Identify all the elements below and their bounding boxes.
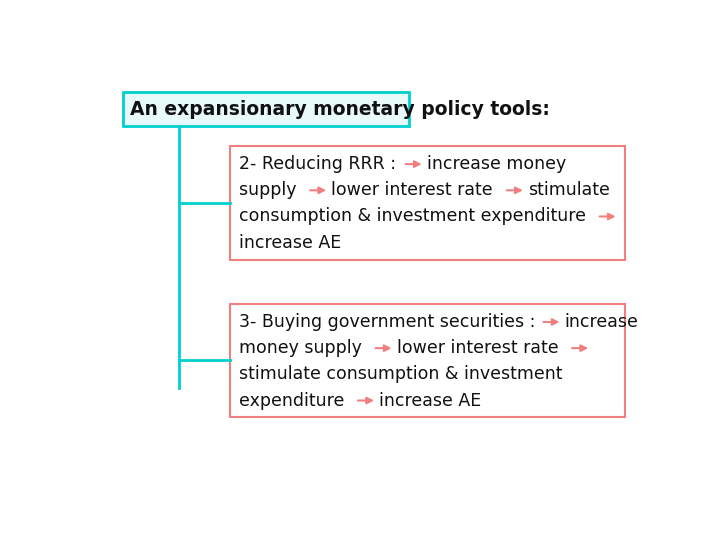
Text: 3- Buying government securities :: 3- Buying government securities : [239, 313, 541, 331]
Text: consumption & investment expenditure: consumption & investment expenditure [239, 207, 597, 226]
FancyBboxPatch shape [230, 303, 625, 417]
Text: stimulate: stimulate [528, 181, 610, 199]
Text: lower interest rate: lower interest rate [397, 339, 570, 357]
Text: increase AE: increase AE [239, 234, 341, 252]
Text: lower interest rate: lower interest rate [331, 181, 504, 199]
FancyBboxPatch shape [122, 92, 409, 126]
Text: An expansionary monetary policy tools:: An expansionary monetary policy tools: [130, 99, 550, 119]
Text: stimulate consumption & investment: stimulate consumption & investment [239, 366, 562, 383]
FancyBboxPatch shape [230, 146, 625, 260]
Text: 2- Reducing RRR :: 2- Reducing RRR : [239, 155, 401, 173]
Text: increase: increase [564, 313, 639, 331]
Text: expenditure: expenditure [239, 392, 355, 409]
Text: increase money: increase money [427, 155, 566, 173]
Text: money supply: money supply [239, 339, 373, 357]
Text: supply: supply [239, 181, 307, 199]
Text: increase AE: increase AE [379, 392, 482, 409]
